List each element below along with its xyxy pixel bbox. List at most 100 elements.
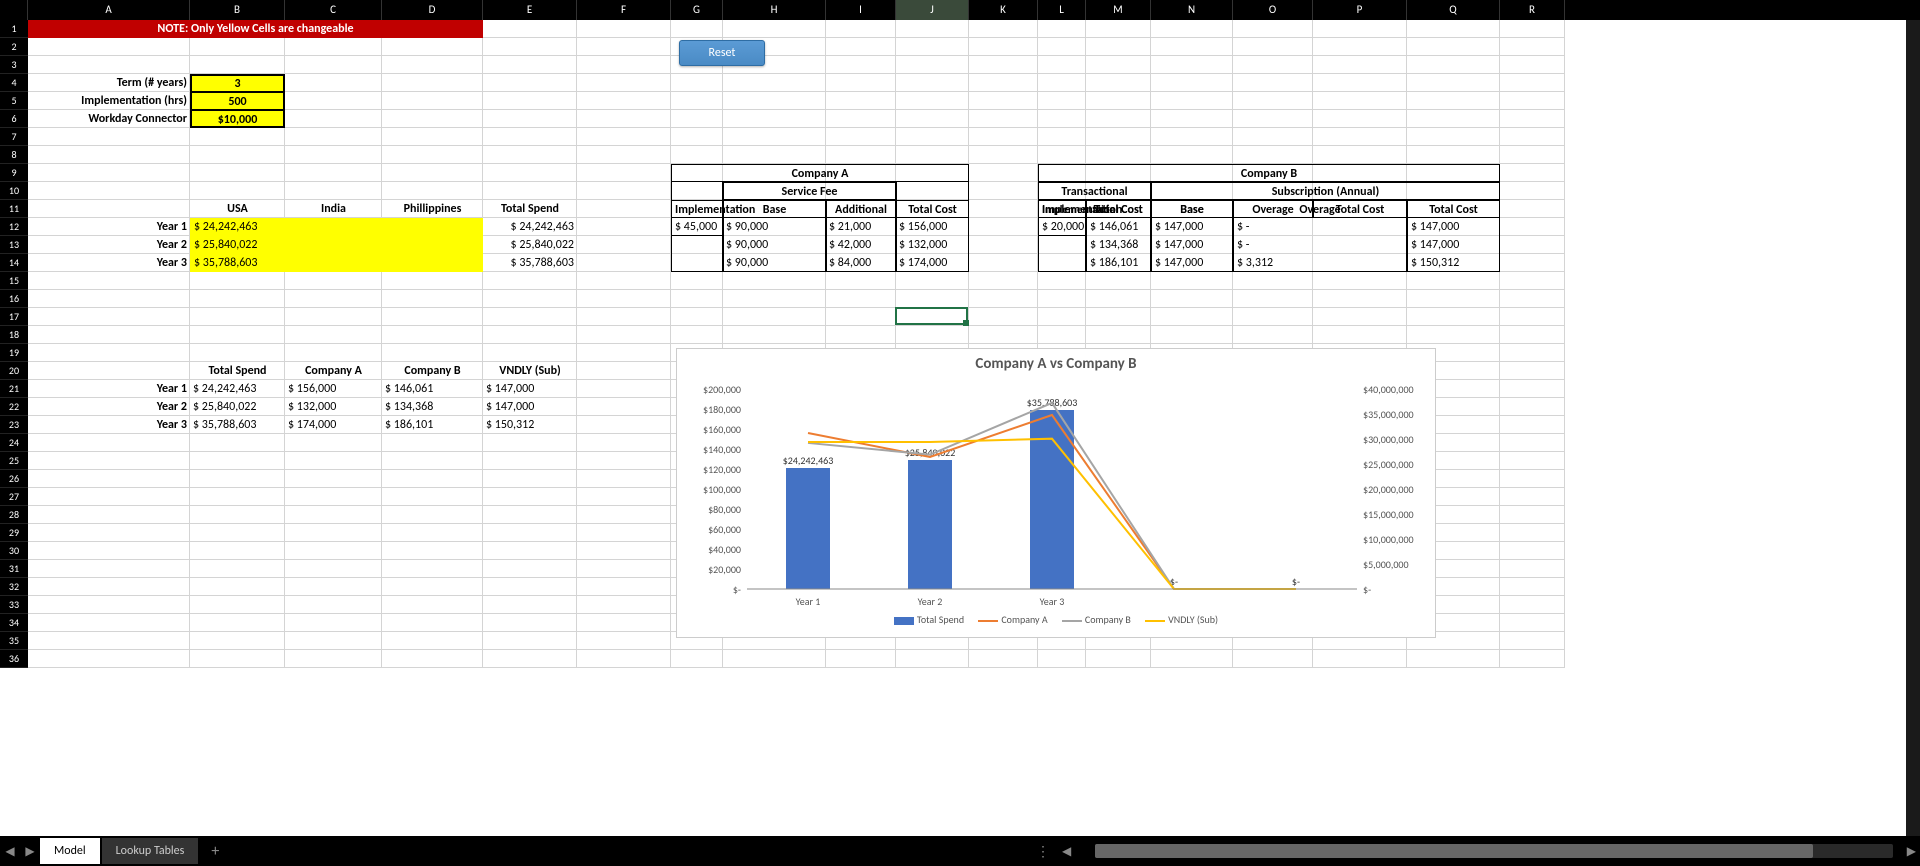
cell-I11[interactable]: Additional (826, 200, 896, 218)
cell-J11[interactable]: Total Cost (896, 200, 969, 218)
row-header-35[interactable]: 35 (0, 632, 28, 650)
row-header-19[interactable]: 19 (0, 344, 28, 362)
row-header-28[interactable]: 28 (0, 506, 28, 524)
cell-C14[interactable] (285, 254, 382, 272)
sheet-tab-model[interactable]: Model (40, 838, 100, 864)
cell-A22[interactable]: Year 2 (28, 398, 190, 416)
add-sheet-button[interactable]: + (200, 842, 230, 861)
row-header-1[interactable]: 1 (0, 20, 28, 38)
cell-B11[interactable]: USA (190, 200, 285, 218)
row-header-4[interactable]: 4 (0, 74, 28, 92)
col-header-C[interactable]: C (285, 0, 382, 20)
row-header-16[interactable]: 16 (0, 290, 28, 308)
cell-L13[interactable] (1038, 236, 1086, 254)
col-header-J[interactable]: J (896, 0, 969, 20)
cell-H13[interactable]: $ 90,000 (723, 236, 826, 254)
tab-nav-buttons[interactable]: ◀ ▶ (0, 844, 40, 859)
row-header-8[interactable]: 8 (0, 146, 28, 164)
cell-L10[interactable]: Transactional (1038, 182, 1151, 200)
row-header-31[interactable]: 31 (0, 560, 28, 578)
cell-G9[interactable]: Company A (671, 164, 969, 182)
cell-L11[interactable]: Implementation (1038, 200, 1086, 218)
row-header-12[interactable]: 12 (0, 218, 28, 236)
cell-D23[interactable]: $ 186,101 (382, 416, 483, 434)
row-header-22[interactable]: 22 (0, 398, 28, 416)
col-header-E[interactable]: E (483, 0, 577, 20)
col-header-N[interactable]: N (1151, 0, 1233, 20)
spreadsheet-grid[interactable]: NOTE: Only Yellow Cells are changeable R… (28, 20, 1920, 836)
cell-B22[interactable]: $ 25,840,022 (190, 398, 285, 416)
cell-E22[interactable]: $ 147,000 (483, 398, 577, 416)
cell-D12[interactable] (382, 218, 483, 236)
reset-button[interactable]: Reset (679, 40, 765, 66)
row-header-10[interactable]: 10 (0, 182, 28, 200)
cell-Q14[interactable]: $ 150,312 (1407, 254, 1500, 272)
row-header-13[interactable]: 13 (0, 236, 28, 254)
cell-N13[interactable]: $ 147,000 (1151, 236, 1233, 254)
cell-B13[interactable]: $ 25,840,022 (190, 236, 285, 254)
cell-A13[interactable]: Year 2 (28, 236, 190, 254)
cell-A14[interactable]: Year 3 (28, 254, 190, 272)
cell-J13[interactable]: $ 132,000 (896, 236, 969, 254)
cell-E14[interactable]: $ 35,788,603 (483, 254, 577, 272)
row-header-7[interactable]: 7 (0, 128, 28, 146)
col-header-H[interactable]: H (723, 0, 826, 20)
cell-D13[interactable] (382, 236, 483, 254)
cell-C11[interactable]: India (285, 200, 382, 218)
row-header-32[interactable]: 32 (0, 578, 28, 596)
row-header-17[interactable]: 17 (0, 308, 28, 326)
col-header-P[interactable]: P (1313, 0, 1407, 20)
cell-B14[interactable]: $ 35,788,603 (190, 254, 285, 272)
cell-H14[interactable]: $ 90,000 (723, 254, 826, 272)
cell-M11[interactable]: Total Cost (1086, 200, 1151, 218)
row-header-26[interactable]: 26 (0, 470, 28, 488)
cell-C21[interactable]: $ 156,000 (285, 380, 382, 398)
col-header-K[interactable]: K (969, 0, 1038, 20)
row-header-29[interactable]: 29 (0, 524, 28, 542)
row-header-20[interactable]: 20 (0, 362, 28, 380)
cell-J14[interactable]: $ 174,000 (896, 254, 969, 272)
cell-M12[interactable]: $ 146,061 (1086, 218, 1151, 236)
tab-next-icon[interactable]: ▶ (25, 845, 34, 859)
cell-A21[interactable]: Year 1 (28, 380, 190, 398)
col-header-A[interactable]: A (28, 0, 190, 20)
cell-D14[interactable] (382, 254, 483, 272)
row-header-30[interactable]: 30 (0, 542, 28, 560)
cell-O13[interactable]: $ - (1233, 236, 1407, 254)
hscroll-right-icon[interactable]: ▶ (1903, 844, 1920, 859)
horizontal-scrollbar[interactable] (1095, 844, 1893, 858)
col-header-I[interactable]: I (826, 0, 896, 20)
row-header-3[interactable]: 3 (0, 56, 28, 74)
cell-G13[interactable] (671, 236, 723, 254)
cell-N11[interactable]: Base (1151, 200, 1233, 218)
row-header-21[interactable]: 21 (0, 380, 28, 398)
cell-B5[interactable]: 500 (190, 92, 285, 110)
row-header-25[interactable]: 25 (0, 452, 28, 470)
row-header-11[interactable]: 11 (0, 200, 28, 218)
cell-E12[interactable]: $ 24,242,463 (483, 218, 577, 236)
cell-H12[interactable]: $ 90,000 (723, 218, 826, 236)
cell-G14[interactable] (671, 254, 723, 272)
vertical-scrollbar[interactable] (1906, 20, 1920, 836)
col-header-B[interactable]: B (190, 0, 285, 20)
row-header-14[interactable]: 14 (0, 254, 28, 272)
cell-M14[interactable]: $ 186,101 (1086, 254, 1151, 272)
cell-E11[interactable]: Total Spend (483, 200, 577, 218)
cell-M13[interactable]: $ 134,368 (1086, 236, 1151, 254)
cell-E21[interactable]: $ 147,000 (483, 380, 577, 398)
row-header-6[interactable]: 6 (0, 110, 28, 128)
cell-E20[interactable]: VNDLY (Sub) (483, 362, 577, 380)
cell-B23[interactable]: $ 35,788,603 (190, 416, 285, 434)
cell-D21[interactable]: $ 146,061 (382, 380, 483, 398)
cell-B20[interactable]: Total Spend (190, 362, 285, 380)
row-header-27[interactable]: 27 (0, 488, 28, 506)
cell-O11[interactable]: Overage (1233, 200, 1407, 218)
col-header-R[interactable]: R (1500, 0, 1565, 20)
cell-C23[interactable]: $ 174,000 (285, 416, 382, 434)
cell-Q12[interactable]: $ 147,000 (1407, 218, 1500, 236)
row-header-5[interactable]: 5 (0, 92, 28, 110)
col-header-O[interactable]: O (1233, 0, 1313, 20)
cell-A4[interactable]: Term (# years) (28, 74, 190, 92)
cell-H10[interactable]: Service Fee (723, 182, 896, 200)
cell-G11[interactable]: Implementation (671, 200, 723, 218)
